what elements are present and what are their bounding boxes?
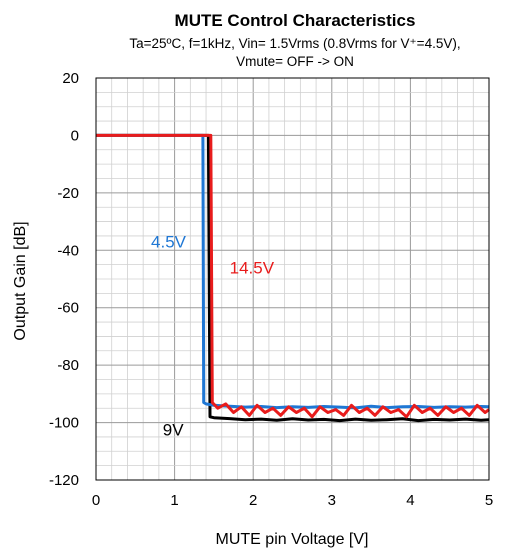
series-label-14-5v: 14.5V: [230, 258, 275, 277]
series-label-4-5v: 4.5V: [151, 232, 187, 251]
y-tick-label: -40: [57, 242, 79, 259]
series-line-4-5v: [96, 133, 490, 410]
y-tick-label: 20: [62, 70, 79, 87]
x-tick-label: 2: [249, 492, 257, 509]
x-tick-label: 4: [406, 492, 414, 509]
y-tick-label: -120: [49, 472, 79, 489]
y-tick-label: -100: [49, 415, 79, 432]
y-axis-label: Output Gain [dB]: [12, 221, 29, 340]
x-tick-label: 0: [92, 492, 100, 509]
series-annotations: 4.5V 14.5V 9V: [151, 232, 275, 439]
y-tick-label: -80: [57, 357, 79, 374]
plot-lines: [96, 133, 490, 423]
chart-subtitle-line-1: Ta=25ºC, f=1kHz, Vin= 1.5Vrms (0.8Vrms f…: [129, 36, 460, 51]
x-axis-label: MUTE pin Voltage [V]: [216, 531, 369, 548]
plot-frame: [95, 77, 490, 481]
x-tick-label: 1: [170, 492, 178, 509]
series-line-14-5v: [96, 133, 490, 419]
x-tick-label: 3: [328, 492, 336, 509]
series-label-9v: 9V: [163, 420, 184, 439]
y-tick-label: -60: [57, 300, 79, 317]
y-tick-label: -20: [57, 185, 79, 202]
chart-subtitle-line-2: Vmute= OFF -> ON: [236, 54, 354, 69]
tick-labels: 0 1 2 3 4 5 20 0 -20 -40 -60 -80 -100 -120: [49, 70, 493, 509]
y-tick-label: 0: [71, 127, 79, 144]
series-line-9v: [96, 133, 490, 423]
x-tick-label: 5: [485, 492, 493, 509]
chart-title: MUTE Control Characteristics: [175, 11, 416, 30]
